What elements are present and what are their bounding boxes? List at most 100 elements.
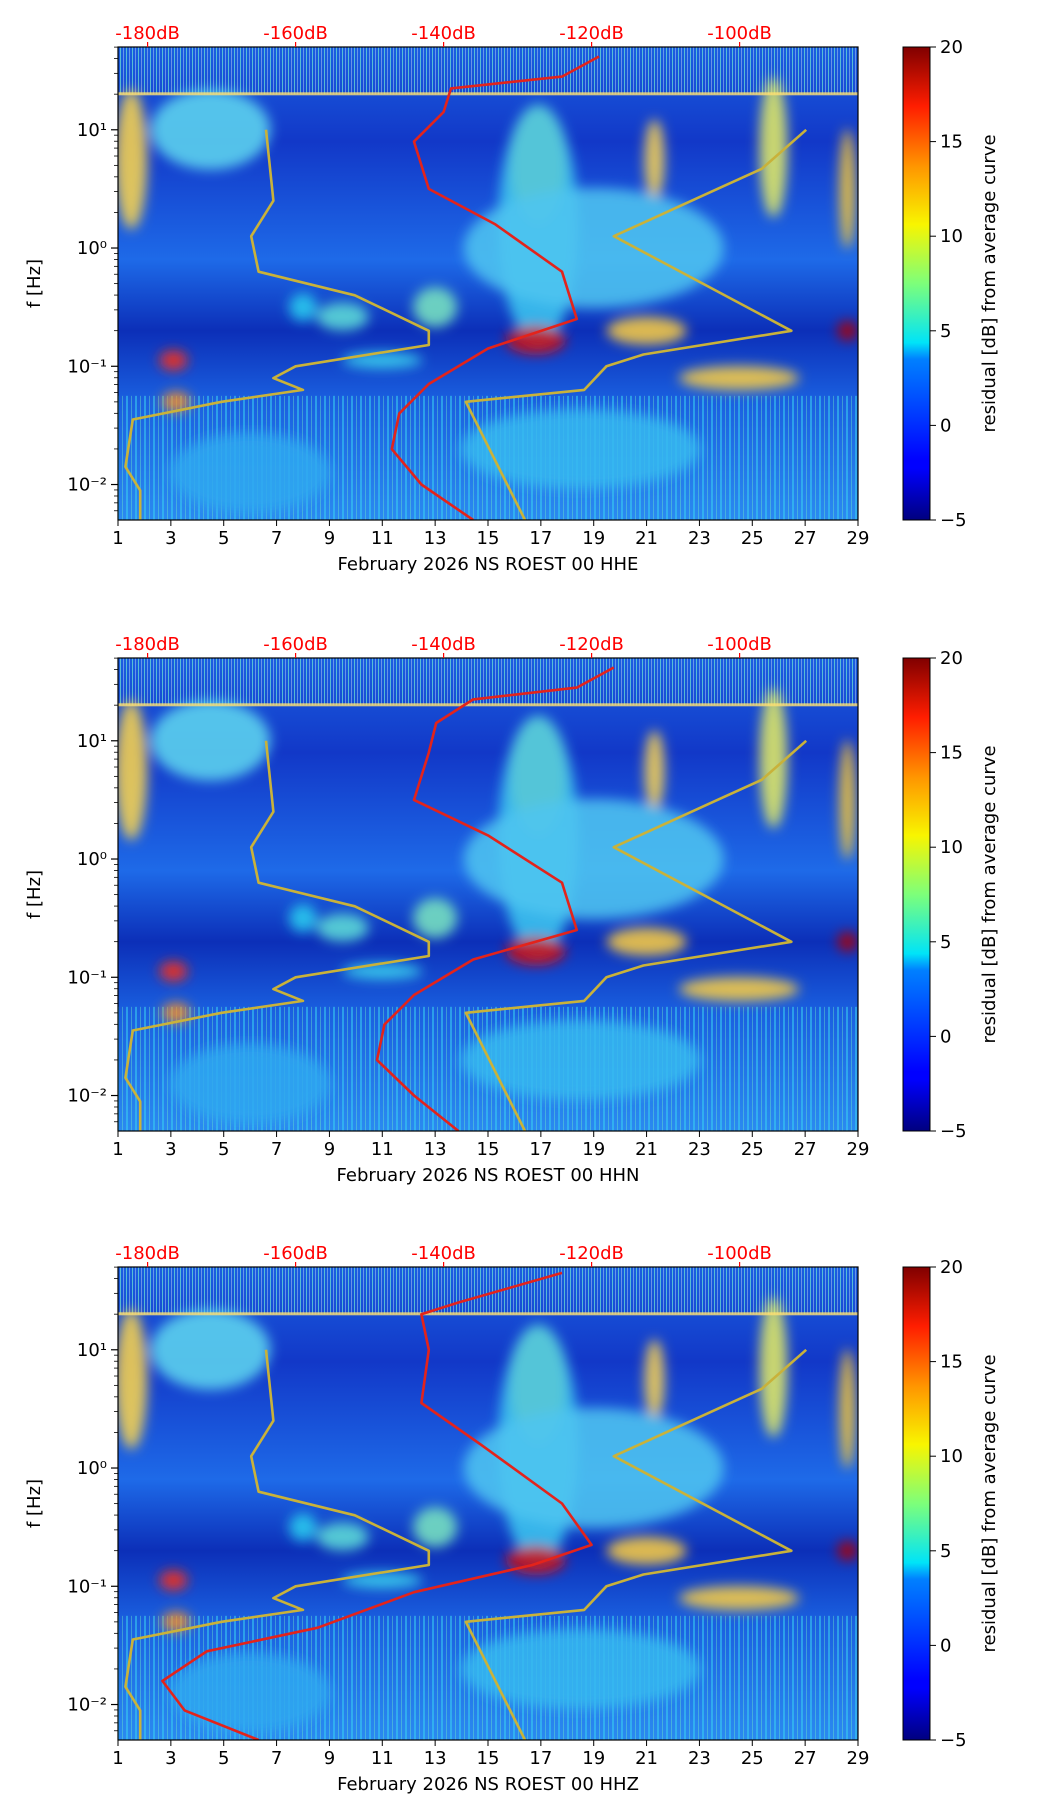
y-tick-label: 10⁰ [77,238,107,259]
x-tick-label: 27 [794,528,817,549]
y-tick-label: 10¹ [77,120,107,141]
x-tick-label: 13 [424,528,447,549]
x-tick-label: 5 [218,1139,229,1160]
db-tick-label: -180dB [115,23,180,44]
colorbar-tick-label: 10 [940,1446,963,1467]
x-tick-label: 23 [688,528,711,549]
colorbar-label: residual [dB] from average curve [979,134,1000,432]
y-axis-label: f [Hz] [24,870,45,919]
x-tick-label: 9 [324,1139,335,1160]
colorbar-tick-label: 15 [940,1352,963,1373]
colorbar-tick-label: 5 [940,932,951,953]
colorbar-tick-label: 5 [940,1541,951,1562]
db-tick-label: -100dB [707,23,772,44]
x-tick-label: 29 [847,1748,870,1769]
heatmap-image [118,47,858,520]
x-tick-label: 19 [582,1748,605,1769]
model-curve-low [124,1349,431,1740]
x-tick-label: 3 [165,528,176,549]
y-tick-label: 10⁻² [67,1695,107,1716]
x-tick-label: 25 [741,1748,764,1769]
colorbar-label: residual [dB] from average curve [979,1354,1000,1652]
colorbar [902,1266,931,1741]
db-tick-label: -180dB [115,1243,180,1264]
x-tick-label: 21 [635,528,658,549]
x-tick-label: 15 [477,1748,500,1769]
x-tick-label: 27 [794,1139,817,1160]
x-tick-label: 5 [218,528,229,549]
db-tick-label: -140dB [411,1243,476,1264]
colorbar-tick-label: −5 [940,1730,967,1751]
heatmap-image [118,1267,858,1740]
heatmap-image [118,658,858,1131]
x-tick-label: 23 [688,1139,711,1160]
db-tick-label: -120dB [559,23,624,44]
x-tick-label: 1 [112,1139,123,1160]
x-tick-label: 17 [529,1748,552,1769]
colorbar-tick-label: 0 [940,1026,951,1047]
y-tick-label: 10⁻¹ [67,1576,107,1597]
x-tick-label: 17 [529,1139,552,1160]
model-curve-low [124,740,431,1131]
model-curve-high [464,128,808,520]
y-axis-label: f [Hz] [24,259,45,308]
x-tick-label: 7 [271,1139,282,1160]
x-axis-label: February 2026 NS ROEST 00 HHN [337,1165,640,1186]
average-curve [375,666,615,1131]
db-tick-label: -160dB [263,23,328,44]
colorbar-tick-label: 0 [940,415,951,436]
db-tick-label: -100dB [707,1243,772,1264]
average-curve [390,55,600,520]
db-tick-label: -140dB [411,23,476,44]
db-tick-label: -160dB [263,1243,328,1264]
colorbar-tick-label: 20 [940,648,963,669]
y-tick-label: 10¹ [77,731,107,752]
x-tick-label: 1 [112,1748,123,1769]
x-tick-label: 25 [741,1139,764,1160]
colorbar-tick-label: 20 [940,1257,963,1278]
y-tick-label: 10⁰ [77,1458,107,1479]
x-tick-label: 11 [371,1748,394,1769]
y-tick-label: 10⁻¹ [67,356,107,377]
x-tick-label: 1 [112,528,123,549]
average-curve [161,1271,593,1740]
x-tick-label: 13 [424,1139,447,1160]
x-tick-label: 19 [582,528,605,549]
colorbar-tick-label: 20 [940,37,963,58]
model-curve-high [464,1348,808,1740]
x-tick-label: 7 [271,528,282,549]
x-axis-label: February 2026 NS ROEST 00 HHZ [337,1774,639,1795]
model-curve-low [124,129,431,520]
db-tick-label: -100dB [707,634,772,655]
x-tick-label: 19 [582,1139,605,1160]
colorbar-tick-label: −5 [940,510,967,531]
x-tick-label: 25 [741,528,764,549]
db-tick-label: -160dB [263,634,328,655]
colorbar-tick-label: 5 [940,321,951,342]
colorbar-tick-label: −5 [940,1121,967,1142]
y-axis-label: f [Hz] [24,1479,45,1528]
x-tick-label: 29 [847,528,870,549]
colorbar [902,657,931,1132]
y-tick-label: 10⁻² [67,475,107,496]
colorbar [902,46,931,521]
y-tick-label: 10⁻² [67,1086,107,1107]
x-axis-label: February 2026 NS ROEST 00 HHE [338,554,639,575]
colorbar-tick-label: 15 [940,743,963,764]
x-tick-label: 3 [165,1748,176,1769]
x-tick-label: 29 [847,1139,870,1160]
y-tick-label: 10⁻¹ [67,967,107,988]
colorbar-tick-label: 15 [940,132,963,153]
x-tick-label: 5 [218,1748,229,1769]
x-tick-label: 23 [688,1748,711,1769]
x-tick-label: 11 [371,528,394,549]
y-tick-label: 10¹ [77,1340,107,1361]
x-tick-label: 11 [371,1139,394,1160]
x-tick-label: 21 [635,1139,658,1160]
x-tick-label: 27 [794,1748,817,1769]
y-tick-label: 10⁰ [77,849,107,870]
x-tick-label: 15 [477,1139,500,1160]
